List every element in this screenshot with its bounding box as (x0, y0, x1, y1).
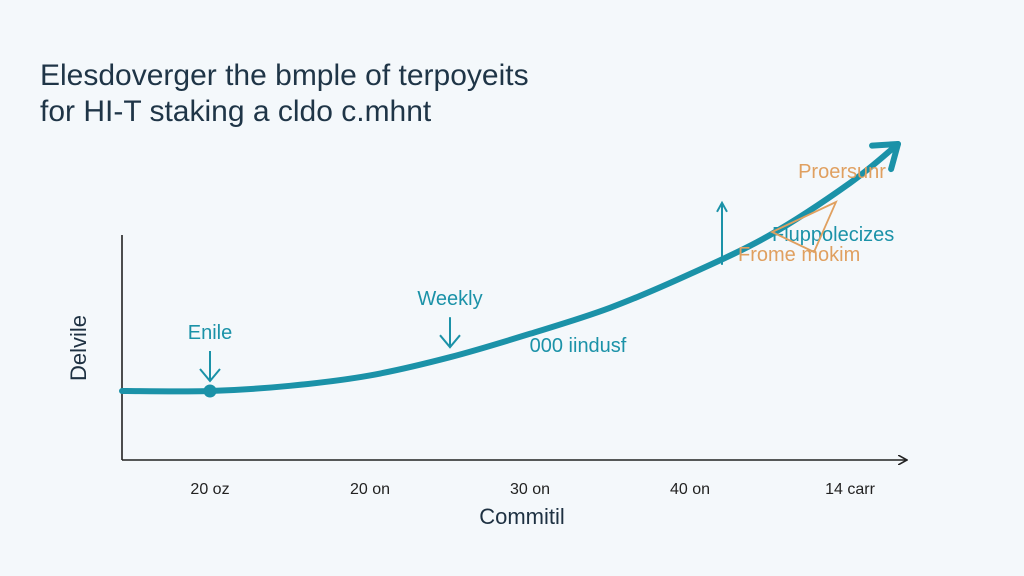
series (119, 141, 901, 395)
annotation-label: 000 iindusf (530, 335, 627, 357)
x-tick-label: 20 oz (190, 481, 229, 498)
x-axis-label: Commitil (479, 504, 565, 529)
annotation-arrowhead (439, 334, 461, 349)
annotation-pointer (769, 200, 838, 254)
y-axis-label: Delvile (66, 315, 91, 381)
annotation-arrowhead (716, 200, 728, 213)
chart-title-line-2: for HI-T staking a cldo c.mhnt (40, 95, 432, 128)
x-tick-labels: 20 oz 20 on 30 on 40 on 14 carr (190, 481, 875, 498)
annotation-label: Proersunr (798, 161, 886, 183)
annotation-label: Enile (188, 322, 232, 344)
x-tick-label: 30 on (510, 481, 550, 498)
annotation-label: Fluppolecizes (772, 224, 894, 246)
annotation-marker (203, 384, 217, 398)
x-tick-label: 14 carr (825, 481, 875, 498)
x-tick-label: 20 on (350, 481, 390, 498)
chart-title-line-1: Elesdoverger the bmple of terpoyeits (40, 59, 529, 92)
axes (121, 235, 906, 460)
chart-title: Elesdoverger the bmple of terpoyeits for… (40, 58, 680, 130)
annotation-label: Frome mokim (738, 244, 860, 266)
series-line (119, 141, 901, 395)
annotation-arrowhead (199, 368, 221, 383)
x-tick-label: 40 on (670, 481, 710, 498)
annotations: Enile Weekly 000 iindusf Fluppolecizes Proer… (188, 161, 894, 398)
annotation-label: Weekly (417, 288, 482, 310)
series-arrowhead (869, 141, 901, 173)
